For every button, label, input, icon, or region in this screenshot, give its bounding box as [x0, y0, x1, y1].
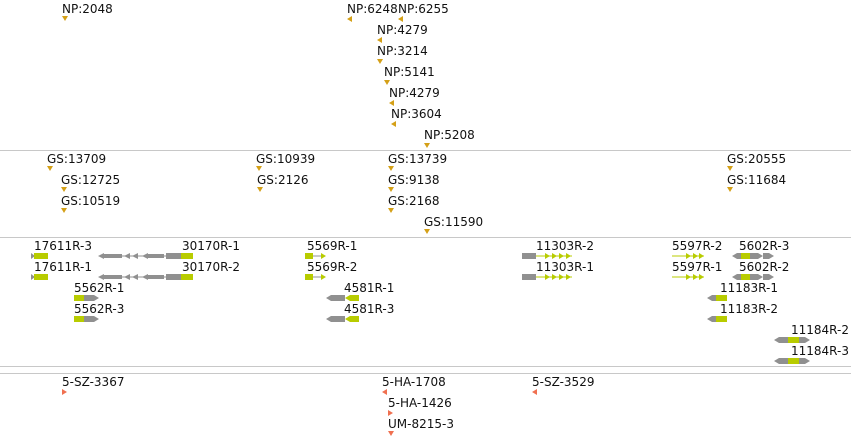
track-separator [0, 373, 851, 374]
feature-label[interactable]: GS:12725 [61, 173, 121, 187]
gene-model[interactable] [326, 295, 359, 301]
feature-label[interactable]: GS:9138 [388, 173, 440, 187]
feature-marker-icon[interactable] [61, 208, 67, 213]
feature-marker-icon[interactable] [47, 166, 53, 171]
gene-label[interactable]: 17611R-3 [34, 239, 92, 253]
feature-marker-icon[interactable] [382, 389, 387, 395]
feature-marker-icon[interactable] [391, 121, 396, 127]
feature-marker-icon[interactable] [388, 431, 394, 436]
gene-model[interactable] [672, 274, 704, 280]
feature-marker-icon[interactable] [256, 166, 262, 171]
gene-model[interactable] [326, 316, 359, 322]
feature-label[interactable]: UM-8215-3 [388, 417, 454, 431]
feature-marker-icon[interactable] [727, 187, 733, 192]
feature-label[interactable]: NP:6255 [398, 2, 449, 16]
gene-model[interactable] [522, 274, 572, 280]
feature-label[interactable]: GS:2126 [257, 173, 309, 187]
gene-label[interactable]: 11303R-2 [536, 239, 594, 253]
gene-label[interactable]: 11184R-3 [791, 344, 849, 358]
gene-label[interactable]: 5562R-1 [74, 281, 125, 295]
gene-model[interactable] [522, 253, 572, 259]
feature-label[interactable]: NP:4279 [377, 23, 428, 37]
feature-marker-icon[interactable] [257, 187, 263, 192]
gene-label[interactable]: 4581R-1 [344, 281, 395, 295]
feature-label[interactable]: 5-HA-1426 [388, 396, 452, 410]
feature-label[interactable]: NP:6248 [347, 2, 398, 16]
feature-marker-icon[interactable] [61, 187, 67, 192]
gene-label[interactable]: 5602R-3 [739, 239, 790, 253]
feature-label[interactable]: GS:13739 [388, 152, 448, 166]
gene-model[interactable] [732, 253, 774, 259]
gene-label[interactable]: 4581R-3 [344, 302, 395, 316]
gene-label[interactable]: 30170R-2 [182, 260, 240, 274]
gene-model[interactable] [74, 295, 99, 301]
feature-label[interactable]: GS:11590 [424, 215, 484, 229]
feature-marker-icon[interactable] [347, 16, 352, 22]
feature-label[interactable]: GS:11684 [727, 173, 787, 187]
feature-label[interactable]: 5-SZ-3529 [532, 375, 595, 389]
gene-label[interactable]: 11303R-1 [536, 260, 594, 274]
feature-label[interactable]: NP:4279 [389, 86, 440, 100]
gene-label[interactable]: 30170R-1 [182, 239, 240, 253]
feature-marker-icon[interactable] [389, 100, 394, 106]
gene-model[interactable] [707, 295, 727, 301]
feature-marker-icon[interactable] [377, 37, 382, 43]
feature-label[interactable]: GS:13709 [47, 152, 107, 166]
gene-model[interactable] [707, 316, 727, 322]
feature-marker-icon[interactable] [532, 389, 537, 395]
feature-label[interactable]: GS:10519 [61, 194, 121, 208]
gene-label[interactable]: 11184R-2 [791, 323, 849, 337]
gene-label[interactable]: 5562R-3 [74, 302, 125, 316]
feature-marker-icon[interactable] [62, 16, 68, 21]
feature-label[interactable]: NP:3214 [377, 44, 428, 58]
gene-model[interactable] [74, 316, 99, 322]
gene-label[interactable]: 5569R-2 [307, 260, 358, 274]
gene-model[interactable] [774, 337, 810, 343]
gene-model[interactable] [732, 274, 774, 280]
gene-label[interactable]: 5597R-1 [672, 260, 723, 274]
gene-label[interactable]: 17611R-1 [34, 260, 92, 274]
gene-model[interactable] [305, 274, 326, 280]
gene-label[interactable]: 5602R-2 [739, 260, 790, 274]
feature-marker-icon[interactable] [424, 143, 430, 148]
feature-marker-icon[interactable] [384, 80, 390, 85]
feature-label[interactable]: 5-SZ-3367 [62, 375, 125, 389]
gene-label[interactable]: 5569R-1 [307, 239, 358, 253]
gene-label[interactable]: 11183R-2 [720, 302, 778, 316]
feature-label[interactable]: NP:5208 [424, 128, 475, 142]
feature-label[interactable]: GS:20555 [727, 152, 787, 166]
gene-model[interactable] [672, 253, 704, 259]
feature-marker-icon[interactable] [377, 59, 383, 64]
feature-label[interactable]: GS:2168 [388, 194, 440, 208]
feature-marker-icon[interactable] [388, 410, 393, 416]
track-separator [0, 150, 851, 151]
feature-marker-icon[interactable] [398, 16, 403, 22]
feature-label[interactable]: NP:3604 [391, 107, 442, 121]
gene-model[interactable] [305, 253, 326, 259]
feature-marker-icon[interactable] [424, 229, 430, 234]
gene-label[interactable]: 11183R-1 [720, 281, 778, 295]
feature-marker-icon[interactable] [727, 166, 733, 171]
gene-model[interactable] [98, 253, 193, 259]
track-separator [0, 366, 851, 367]
gene-model[interactable] [31, 253, 48, 259]
feature-label[interactable]: GS:10939 [256, 152, 316, 166]
feature-label[interactable]: NP:5141 [384, 65, 435, 79]
gene-label[interactable]: 5597R-2 [672, 239, 723, 253]
feature-marker-icon[interactable] [388, 166, 394, 171]
feature-marker-icon[interactable] [388, 208, 394, 213]
feature-label[interactable]: NP:2048 [62, 2, 113, 16]
feature-marker-icon[interactable] [388, 187, 394, 192]
feature-marker-icon[interactable] [62, 389, 67, 395]
gene-model[interactable] [31, 274, 48, 280]
track-separator [0, 237, 851, 238]
gene-model[interactable] [98, 274, 193, 280]
feature-label[interactable]: 5-HA-1708 [382, 375, 446, 389]
gene-model[interactable] [774, 358, 810, 364]
